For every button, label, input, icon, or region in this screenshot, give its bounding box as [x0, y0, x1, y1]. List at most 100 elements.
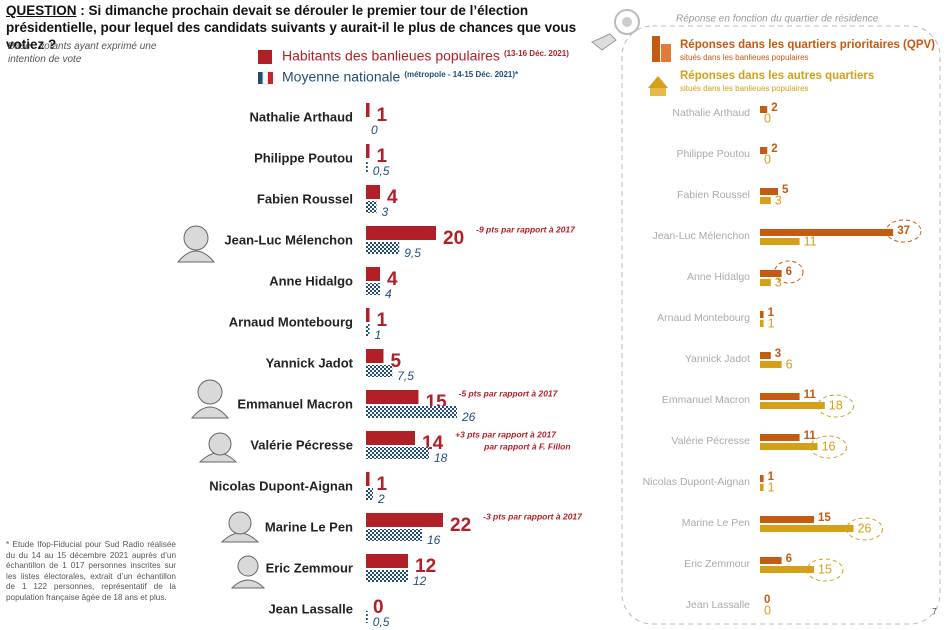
- category-label: Valérie Pécresse: [671, 435, 750, 447]
- highlight-circle: [817, 394, 855, 418]
- value-label: 4: [385, 287, 392, 301]
- category-label: Anne Hidalgo: [687, 271, 750, 283]
- value-label: 3: [775, 275, 782, 289]
- bar: [760, 516, 814, 523]
- category-label: Eric Zemmour: [684, 558, 750, 570]
- page-number: 7: [932, 606, 937, 616]
- value-label: 1: [377, 310, 388, 331]
- bar: [366, 144, 370, 158]
- value-label: 22: [450, 515, 471, 536]
- bar: [366, 488, 373, 500]
- bar: [760, 188, 778, 195]
- value-label: 18: [829, 398, 843, 412]
- value-label: 4: [387, 187, 398, 208]
- value-label: 37: [897, 225, 910, 237]
- value-label: 2: [377, 492, 385, 506]
- legend-subtitle: situés dans les banlieues populaires: [680, 84, 809, 93]
- value-label: 3: [775, 193, 782, 207]
- value-label: 12: [415, 556, 436, 577]
- value-label: 0: [764, 594, 770, 606]
- bar: [760, 352, 771, 359]
- bar: [760, 434, 800, 441]
- value-label: 11: [804, 389, 817, 401]
- category-label: Arnaud Montebourg: [657, 312, 750, 324]
- bar: [366, 513, 443, 527]
- category-label: Philippe Poutou: [676, 148, 750, 160]
- category-label: Nicolas Dupont-Aignan: [643, 476, 751, 488]
- value-label: 0: [764, 111, 771, 125]
- value-label: 1: [377, 105, 388, 126]
- legend-note: (métropole - 14-15 Déc. 2021)*: [404, 70, 519, 79]
- bar: [366, 160, 368, 172]
- bar: [366, 447, 429, 459]
- legend-swatch: [268, 72, 273, 84]
- bar: [366, 390, 419, 404]
- value-label: 5: [782, 184, 789, 196]
- legend-label: Moyenne nationale: [282, 69, 401, 85]
- bar: [760, 484, 764, 491]
- bar: [366, 431, 415, 445]
- category-label: Jean-Luc Mélenchon: [224, 232, 353, 247]
- bar: [366, 185, 380, 199]
- bar: [366, 365, 393, 377]
- bar: [760, 320, 764, 327]
- bar: [760, 557, 782, 564]
- category-label: Nicolas Dupont-Aignan: [209, 478, 353, 493]
- bar: [366, 226, 436, 240]
- value-label: 3: [775, 348, 781, 360]
- question: QUESTION : Si dimanche prochain devait s…: [6, 2, 606, 53]
- bar: [760, 147, 768, 154]
- category-label: Valérie Pécresse: [250, 437, 353, 452]
- bar: [760, 270, 782, 277]
- value-label: 0: [371, 123, 378, 137]
- category-label: Nathalie Arthaud: [672, 107, 750, 119]
- bar: [760, 443, 818, 450]
- bar: [366, 611, 368, 623]
- annotation: +3 pts par rapport à 2017: [455, 429, 557, 439]
- value-label: 2: [771, 102, 777, 114]
- value-label: 5: [391, 351, 402, 372]
- highlight-circle: [774, 260, 804, 284]
- question-text: : Si dimanche prochain devait se déroule…: [6, 3, 577, 52]
- bar: [760, 197, 771, 204]
- value-label: 3: [382, 205, 389, 219]
- value-label: 0: [373, 597, 384, 618]
- bar: [760, 475, 764, 482]
- highlight-circle: [885, 219, 922, 243]
- bar: [366, 242, 400, 254]
- panel-frame: [621, 25, 941, 625]
- bar: [366, 324, 370, 336]
- value-label: 26: [858, 521, 872, 535]
- footnote: * Etude Ifop-Fiducial pour Sud Radio réa…: [6, 540, 176, 602]
- bar: [366, 472, 370, 486]
- bar: [366, 308, 370, 322]
- other-icon: [648, 76, 668, 96]
- bar: [366, 349, 384, 363]
- category-label: Emmanuel Macron: [237, 396, 353, 411]
- category-label: Anne Hidalgo: [269, 273, 353, 288]
- legend-subtitle: situés dans les banlieues populaires: [680, 53, 809, 62]
- category-label: Fabien Roussel: [257, 191, 353, 206]
- bar: [760, 279, 771, 286]
- value-label: 0,5: [373, 164, 390, 178]
- legend-swatch: [258, 72, 263, 84]
- bar: [760, 229, 894, 236]
- bar: [760, 402, 825, 409]
- legend-label: Réponses dans les quartiers prioritaires…: [680, 39, 935, 51]
- category-label: Nathalie Arthaud: [249, 109, 353, 124]
- bar: [366, 267, 380, 281]
- legend-label: Habitants des banlieues populaires: [282, 48, 500, 64]
- category-label: Yannick Jadot: [685, 353, 750, 365]
- highlight-circle: [846, 517, 884, 541]
- legend-note: (13-16 Déc. 2021): [504, 49, 569, 58]
- value-label: 0: [764, 603, 771, 617]
- bar: [366, 283, 380, 295]
- bar: [366, 103, 370, 117]
- category-label: Jean Lassalle: [686, 599, 750, 611]
- value-label: 1: [768, 471, 775, 483]
- value-label: 11: [804, 430, 817, 442]
- bar: [366, 554, 408, 568]
- value-label: 1: [377, 474, 388, 495]
- value-label: 1: [768, 480, 775, 494]
